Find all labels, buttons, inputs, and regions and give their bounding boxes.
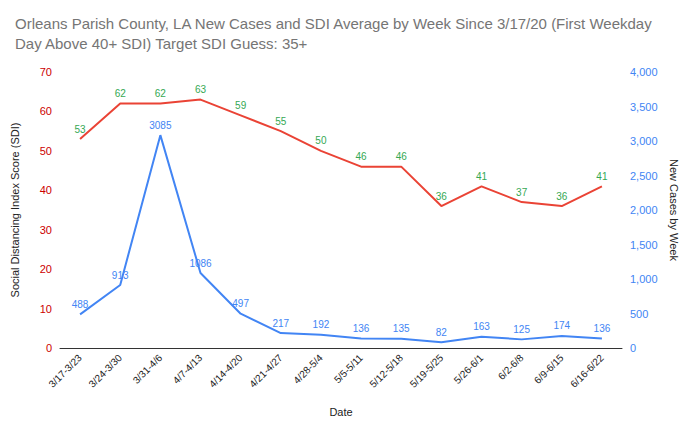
svg-text:913: 913 bbox=[112, 270, 129, 281]
svg-text:3,000: 3,000 bbox=[630, 135, 658, 147]
svg-text:3/24-3/30: 3/24-3/30 bbox=[86, 352, 124, 390]
svg-text:63: 63 bbox=[195, 84, 207, 95]
svg-text:Day Above 40+ SDI) Target SDI: Day Above 40+ SDI) Target SDI Guess: 35+ bbox=[15, 35, 308, 52]
svg-text:136: 136 bbox=[594, 323, 611, 334]
svg-text:4/21-4/27: 4/21-4/27 bbox=[247, 352, 285, 390]
svg-text:6/2-6/8: 6/2-6/8 bbox=[496, 352, 526, 382]
svg-text:41: 41 bbox=[596, 171, 608, 182]
svg-text:2,000: 2,000 bbox=[630, 204, 658, 216]
svg-text:36: 36 bbox=[436, 191, 448, 202]
svg-text:4,000: 4,000 bbox=[630, 66, 658, 78]
svg-text:4/7-4/13: 4/7-4/13 bbox=[171, 352, 205, 386]
svg-text:163: 163 bbox=[473, 321, 490, 332]
svg-text:70: 70 bbox=[40, 66, 52, 78]
svg-text:136: 136 bbox=[353, 323, 370, 334]
svg-text:20: 20 bbox=[40, 263, 52, 275]
svg-text:62: 62 bbox=[155, 88, 167, 99]
svg-text:New Cases by Week: New Cases by Week bbox=[668, 159, 680, 261]
svg-text:30: 30 bbox=[40, 224, 52, 236]
svg-text:500: 500 bbox=[630, 308, 648, 320]
svg-text:6/9-6/15: 6/9-6/15 bbox=[532, 352, 566, 386]
svg-text:174: 174 bbox=[553, 320, 570, 331]
svg-text:59: 59 bbox=[235, 100, 247, 111]
svg-text:488: 488 bbox=[72, 299, 89, 310]
svg-text:40: 40 bbox=[40, 184, 52, 196]
svg-text:3/31-4/6: 3/31-4/6 bbox=[131, 352, 165, 386]
svg-text:10: 10 bbox=[40, 303, 52, 315]
svg-text:5/19-5/25: 5/19-5/25 bbox=[408, 352, 446, 390]
svg-text:41: 41 bbox=[476, 171, 488, 182]
svg-text:1086: 1086 bbox=[189, 258, 212, 269]
svg-text:0: 0 bbox=[630, 342, 636, 354]
svg-text:5/5-5/11: 5/5-5/11 bbox=[332, 352, 365, 385]
svg-text:50: 50 bbox=[40, 145, 52, 157]
svg-text:36: 36 bbox=[556, 191, 568, 202]
svg-text:46: 46 bbox=[396, 151, 408, 162]
svg-text:1,000: 1,000 bbox=[630, 273, 658, 285]
svg-text:Social Distancing Index Score: Social Distancing Index Score (SDI) bbox=[9, 123, 21, 298]
svg-text:217: 217 bbox=[272, 318, 289, 329]
svg-text:125: 125 bbox=[513, 324, 530, 335]
svg-text:53: 53 bbox=[75, 124, 87, 135]
svg-text:0: 0 bbox=[46, 342, 52, 354]
svg-text:6/16-6/22: 6/16-6/22 bbox=[568, 352, 606, 390]
svg-text:4/28-5/4: 4/28-5/4 bbox=[291, 352, 325, 386]
svg-text:50: 50 bbox=[315, 135, 327, 146]
svg-text:37: 37 bbox=[516, 187, 528, 198]
svg-text:5/26-6/1: 5/26-6/1 bbox=[452, 352, 486, 386]
svg-text:Date: Date bbox=[329, 406, 352, 418]
svg-text:60: 60 bbox=[40, 105, 52, 117]
svg-text:Orleans Parish County, LA New: Orleans Parish County, LA New Cases and … bbox=[15, 15, 656, 32]
svg-text:46: 46 bbox=[356, 151, 368, 162]
svg-text:2,500: 2,500 bbox=[630, 170, 658, 182]
svg-text:55: 55 bbox=[275, 116, 287, 127]
svg-text:1,500: 1,500 bbox=[630, 239, 658, 251]
svg-text:497: 497 bbox=[232, 298, 249, 309]
svg-text:192: 192 bbox=[313, 319, 330, 330]
svg-text:5/12-5/18: 5/12-5/18 bbox=[367, 352, 405, 390]
svg-text:62: 62 bbox=[115, 88, 127, 99]
svg-text:135: 135 bbox=[393, 323, 410, 334]
svg-text:3/17-3/23: 3/17-3/23 bbox=[46, 352, 84, 390]
svg-text:4/14-4/20: 4/14-4/20 bbox=[207, 352, 245, 390]
svg-text:82: 82 bbox=[436, 327, 448, 338]
svg-text:3,500: 3,500 bbox=[630, 101, 658, 113]
svg-text:3085: 3085 bbox=[149, 120, 172, 131]
